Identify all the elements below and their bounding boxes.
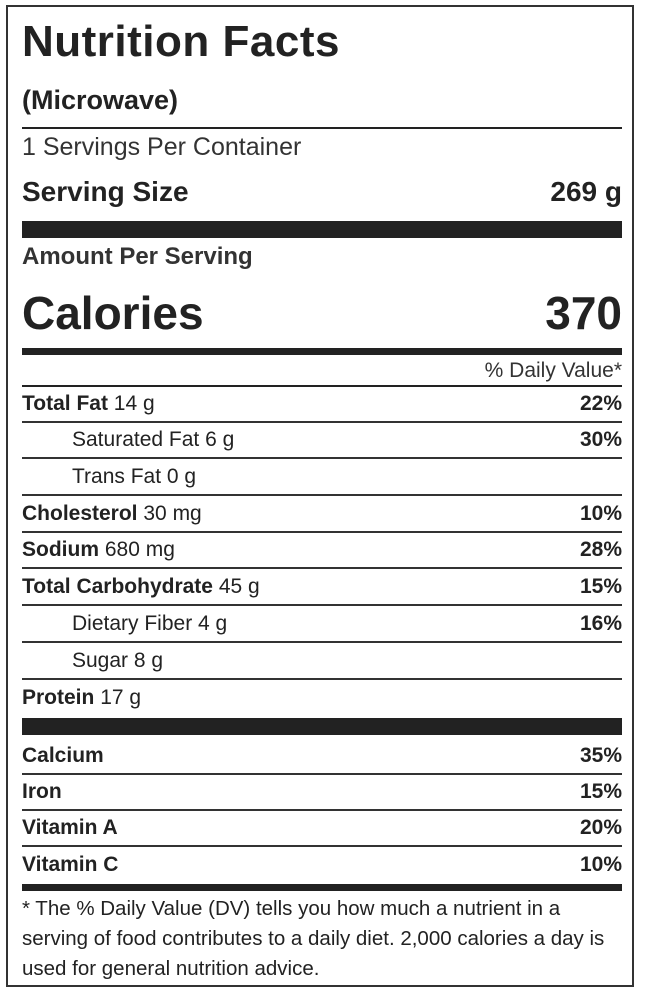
row-divider (22, 809, 622, 811)
nutrient-daily-value: 30% (579, 428, 622, 451)
nutrient-name: Protein 17 g (22, 681, 141, 715)
nutrient-name: Total Carbohydrate 45 g (22, 570, 260, 604)
amount-per-serving: Amount Per Serving (22, 243, 253, 270)
nutrient-row: Protein 17 g (22, 681, 622, 715)
thick-divider (22, 718, 622, 735)
nutrient-daily-value: 10% (579, 502, 622, 525)
row-divider (22, 773, 622, 775)
row-divider (22, 457, 622, 459)
row-divider (22, 494, 622, 496)
calories-row: Calories 370 (22, 284, 622, 342)
label-subtitle: (Microwave) (22, 85, 179, 115)
calories-label: Calories (22, 287, 204, 339)
vitamin-row: Vitamin A 20% (22, 811, 622, 847)
label-title: Nutrition Facts (22, 17, 340, 66)
divider (22, 385, 622, 387)
vitamin-daily-value: 15% (579, 780, 622, 803)
nutrient-row: Dietary Fiber 4 g 16% (22, 607, 622, 643)
nutrient-name: Saturated Fat 6 g (72, 423, 234, 457)
vitamin-row: Iron 15% (22, 775, 622, 811)
vitamin-daily-value: 20% (579, 816, 622, 839)
nutrient-row: Trans Fat 0 g (22, 460, 622, 496)
nutrient-daily-value: 16% (579, 612, 622, 635)
daily-value-header: % Daily Value* (484, 359, 622, 382)
serving-size-row: Serving Size 269 g (22, 172, 622, 212)
vitamin-name: Vitamin A (22, 816, 118, 839)
row-divider (22, 641, 622, 643)
nutrient-amount: 8 g (133, 649, 164, 672)
row-divider (22, 421, 622, 423)
nutrient-label: Protein (22, 686, 95, 709)
row-divider (22, 567, 622, 569)
nutrient-label: Cholesterol (22, 502, 138, 525)
thick-divider (22, 221, 622, 238)
nutrient-name: Sugar 8 g (72, 644, 163, 678)
nutrient-label: Sugar (72, 649, 129, 672)
divider (22, 127, 622, 129)
nutrition-label (6, 5, 634, 987)
medium-divider (22, 884, 622, 891)
row-divider (22, 531, 622, 533)
nutrient-row: Total Carbohydrate 45 g 15% (22, 570, 622, 606)
nutrient-daily-value: 22% (579, 392, 622, 415)
nutrient-name: Total Fat 14 g (22, 387, 155, 421)
servings-per-container: 1 Servings Per Container (22, 133, 302, 161)
vitamin-name: Iron (22, 780, 62, 803)
serving-size-label: Serving Size (22, 176, 189, 207)
nutrient-amount: 30 mg (143, 502, 202, 525)
nutrient-label: Total Fat (22, 392, 108, 415)
calories-value: 370 (545, 287, 622, 339)
nutrient-label: Dietary Fiber (72, 612, 193, 635)
nutrient-amount: 6 g (205, 428, 235, 451)
vitamin-name: Calcium (22, 744, 104, 767)
nutrient-amount: 17 g (100, 686, 142, 709)
serving-size-value: 269 g (550, 176, 622, 207)
nutrient-amount: 14 g (113, 392, 155, 415)
row-divider (22, 604, 622, 606)
vitamin-daily-value: 10% (579, 853, 622, 876)
nutrient-label: Total Carbohydrate (22, 575, 213, 598)
nutrient-label: Sodium (22, 538, 99, 561)
footnote: * The % Daily Value (DV) tells you how m… (22, 897, 605, 980)
vitamin-daily-value: 35% (579, 744, 622, 767)
row-divider (22, 845, 622, 847)
nutrient-amount: 0 g (166, 465, 197, 488)
vitamin-name: Vitamin C (22, 853, 119, 876)
row-divider (22, 678, 622, 680)
medium-divider (22, 348, 622, 355)
nutrient-label: Trans Fat (72, 465, 162, 488)
nutrient-row: Cholesterol 30 mg 10% (22, 497, 622, 533)
nutrient-row: Saturated Fat 6 g 30% (22, 423, 622, 459)
nutrient-amount: 680 mg (104, 538, 175, 561)
nutrient-amount: 45 g (218, 575, 260, 598)
nutrient-daily-value: 15% (579, 575, 622, 598)
nutrient-row: Sodium 680 mg 28% (22, 533, 622, 569)
nutrient-row: Total Fat 14 g 22% (22, 387, 622, 423)
vitamin-row: Vitamin C 10% (22, 848, 622, 882)
nutrient-name: Trans Fat 0 g (72, 460, 196, 494)
nutrient-row: Sugar 8 g (22, 644, 622, 680)
nutrient-label: Saturated Fat (72, 428, 200, 451)
nutrient-amount: 4 g (198, 612, 228, 635)
nutrient-name: Dietary Fiber 4 g (72, 607, 227, 641)
nutrient-name: Cholesterol 30 mg (22, 497, 202, 531)
vitamin-row: Calcium 35% (22, 739, 622, 775)
nutrient-daily-value: 28% (579, 538, 622, 561)
nutrient-name: Sodium 680 mg (22, 533, 175, 567)
